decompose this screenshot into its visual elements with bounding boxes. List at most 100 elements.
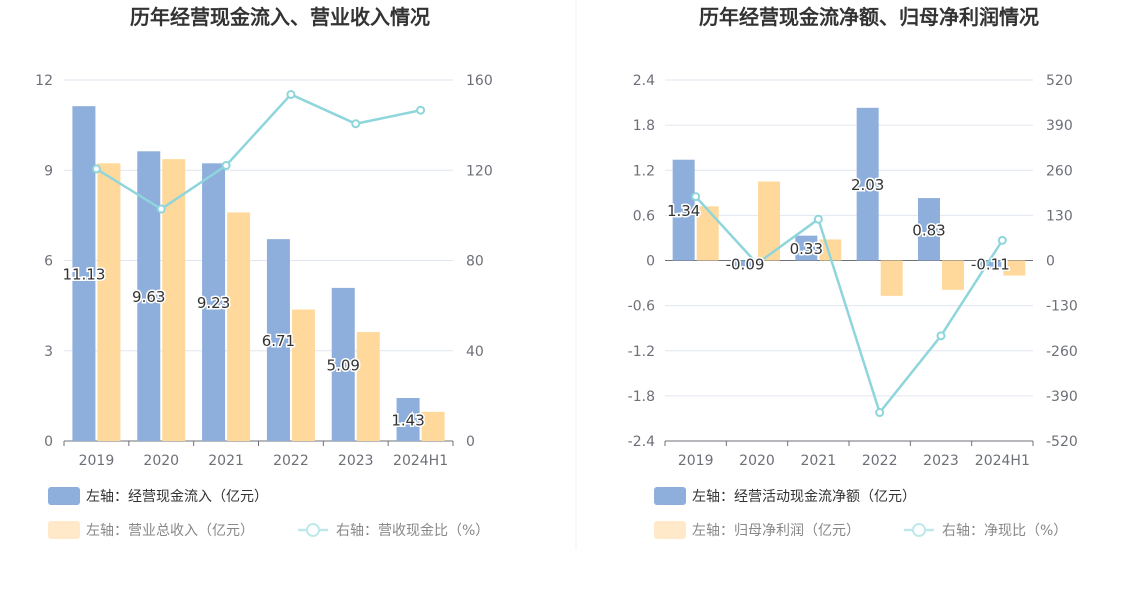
bar-primary xyxy=(918,198,940,261)
bar-secondary xyxy=(1003,260,1026,276)
ratio-point xyxy=(936,331,946,341)
left-tick-label: 3 xyxy=(44,344,53,360)
right-tick-label: 120 xyxy=(466,163,493,179)
left-tick-label: 0.6 xyxy=(633,208,655,224)
bar-primary xyxy=(396,397,420,441)
right-tick-label: 80 xyxy=(466,254,484,270)
legend-label: 左轴：经营活动现金流净额（亿元） xyxy=(692,489,916,505)
category-label: 2019 xyxy=(79,453,115,469)
category-label: 2023 xyxy=(923,453,959,469)
ratio-point xyxy=(752,259,762,269)
legend-label: 左轴：归母净利润（亿元） xyxy=(692,522,860,539)
left-tick-label: -1.8 xyxy=(628,389,655,405)
right-tick-label: -520 xyxy=(1046,434,1078,450)
category-label: 2022 xyxy=(862,453,898,469)
category-label: 2021 xyxy=(208,453,244,469)
ratio-point xyxy=(691,192,701,202)
ratio-point xyxy=(286,89,296,99)
bar-primary xyxy=(795,235,818,261)
right-tick-label: 0 xyxy=(466,434,475,450)
bar-secondary xyxy=(356,332,380,441)
left-tick-label: 9 xyxy=(44,163,53,179)
bar-value-label: -0.09 xyxy=(726,256,765,274)
chart-1: 历年经营现金流入、营业收入情况 0 0 3 40 6 80 9 120 12 160 2019 2020… xyxy=(35,5,493,539)
bar-value-label: 11.13 xyxy=(62,266,105,284)
bar-value-label: 0.33 xyxy=(790,240,823,258)
bar-value-label: 9.23 xyxy=(197,294,230,312)
bar-value-label: 5.09 xyxy=(327,356,360,374)
bar-primary xyxy=(672,159,695,261)
bar-primary xyxy=(266,239,290,441)
ratio-line xyxy=(694,195,1004,416)
left-tick-label: 2.4 xyxy=(633,73,655,89)
right-tick-label: -130 xyxy=(1046,299,1078,315)
bar-value-label: 9.63 xyxy=(132,288,165,306)
legend-swatch-bar-secondary xyxy=(654,521,686,539)
left-tick-label: 1.2 xyxy=(633,163,655,179)
bar-secondary xyxy=(421,411,445,441)
left-tick-label: 0 xyxy=(44,434,53,450)
bar-value-label: 6.71 xyxy=(262,332,295,350)
legend-swatch-point xyxy=(912,523,926,537)
legend-label: 左轴：营业总收入（亿元） xyxy=(86,523,254,539)
left-tick-label: -1.2 xyxy=(628,344,655,360)
bar-value-label: 0.83 xyxy=(912,221,945,239)
ratio-point xyxy=(875,408,885,418)
right-tick-label: 390 xyxy=(1046,118,1073,134)
bar-primary xyxy=(202,163,226,442)
bar-secondary xyxy=(291,309,315,441)
category-label: 2024H1 xyxy=(393,453,448,469)
right-tick-label: 130 xyxy=(1046,208,1073,224)
bar-secondary xyxy=(696,206,719,261)
ratio-point xyxy=(997,235,1007,245)
legend-swatch-point xyxy=(306,523,320,537)
left-tick-label: 12 xyxy=(35,73,53,89)
left-tick-label: -0.6 xyxy=(628,299,655,315)
bar-value-label: 2.03 xyxy=(851,176,884,194)
legend-swatch-bar-primary xyxy=(654,487,686,505)
bar-primary xyxy=(734,260,756,268)
bar-primary xyxy=(331,287,355,441)
right-tick-label: -260 xyxy=(1046,344,1078,360)
right-tick-label: 40 xyxy=(466,344,484,360)
ratio-point xyxy=(221,161,231,171)
chart-2: 历年经营现金流净额、归母净利润情况 -2.4 -520 -1.8 -390 -1.2 -26… xyxy=(628,5,1078,539)
bar-secondary xyxy=(227,212,251,441)
right-tick-label: 160 xyxy=(466,73,493,89)
bar-secondary xyxy=(880,260,903,296)
bar-secondary xyxy=(758,181,780,261)
right-tick-label: 260 xyxy=(1046,163,1073,179)
bar-secondary xyxy=(162,159,186,441)
category-label: 2023 xyxy=(338,453,374,469)
ratio-point xyxy=(156,204,166,214)
bar-secondary xyxy=(942,260,964,290)
right-tick-label: -390 xyxy=(1046,389,1078,405)
legend-swatch-bar-primary xyxy=(48,487,80,505)
bar-secondary xyxy=(97,163,121,442)
bar-secondary xyxy=(819,239,842,261)
bar-value-label: 1.43 xyxy=(391,411,424,429)
bar-primary xyxy=(979,260,1002,269)
category-label: 2024H1 xyxy=(975,453,1030,469)
legend-swatch-bar-secondary xyxy=(48,521,80,539)
legend-label: 右轴：营收现金比（%） xyxy=(336,523,489,539)
chart-title: 历年经营现金流净额、归母净利润情况 xyxy=(699,5,1039,29)
bar-value-label: 1.34 xyxy=(667,202,700,220)
chart-title: 历年经营现金流入、营业收入情况 xyxy=(130,5,430,29)
ratio-point xyxy=(813,214,823,224)
left-tick-label: 6 xyxy=(44,254,53,270)
category-label: 2019 xyxy=(678,453,714,469)
ratio-point xyxy=(351,119,361,129)
ratio-line xyxy=(95,92,421,211)
left-tick-label: -2.4 xyxy=(628,434,655,450)
ratio-point xyxy=(91,164,101,174)
right-tick-label: 0 xyxy=(1046,254,1055,270)
bar-primary xyxy=(856,107,879,261)
category-label: 2022 xyxy=(273,453,309,469)
right-tick-label: 520 xyxy=(1046,73,1073,89)
category-label: 2020 xyxy=(143,453,179,469)
bar-primary xyxy=(137,151,161,442)
category-label: 2020 xyxy=(739,453,775,469)
bar-value-label: -0.11 xyxy=(971,256,1010,274)
